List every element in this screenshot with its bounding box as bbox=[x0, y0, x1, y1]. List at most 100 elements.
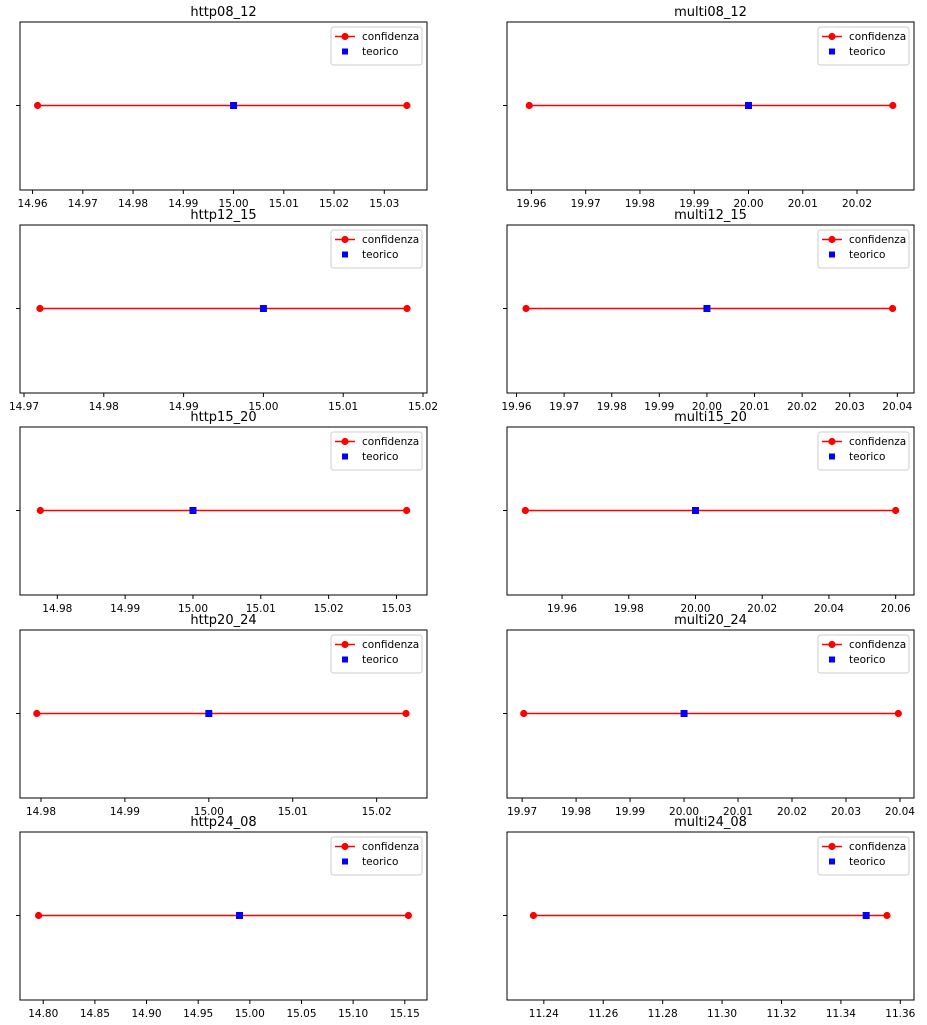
confidence-upper-point bbox=[402, 709, 410, 718]
legend-teorico-marker bbox=[829, 453, 835, 460]
legend: confidenza teorico bbox=[817, 26, 910, 66]
legend-label-confidenza: confidenza bbox=[362, 436, 419, 448]
legend-confidenza-marker bbox=[828, 437, 836, 446]
chart-title: multi12_15 bbox=[674, 208, 747, 223]
confidence-lower-point bbox=[33, 101, 42, 110]
legend: confidenza teorico bbox=[817, 634, 910, 674]
legend-teorico-marker bbox=[342, 48, 348, 55]
legend-label-teorico: teorico bbox=[849, 46, 885, 58]
x-tick-label: 15.01 bbox=[246, 603, 276, 615]
legend: confidenza teorico bbox=[330, 229, 423, 269]
chart-title: http15_20 bbox=[190, 410, 256, 425]
x-tick-label: 20.00 bbox=[669, 806, 699, 818]
confidence-lower-point bbox=[36, 506, 44, 515]
x-tick-label: 19.97 bbox=[507, 806, 537, 818]
legend-label-confidenza: confidenza bbox=[362, 841, 419, 853]
x-tick-label: 19.97 bbox=[549, 401, 579, 413]
legend-label-confidenza: confidenza bbox=[849, 234, 906, 246]
legend-label-teorico: teorico bbox=[849, 654, 885, 666]
legend-label-teorico: teorico bbox=[362, 46, 398, 58]
confidence-lower-point bbox=[529, 911, 538, 920]
x-tick-label: 19.98 bbox=[561, 806, 591, 818]
legend: confidenza teorico bbox=[330, 431, 423, 471]
chart-panel-multi08_12: multi08_12 19.96 19.97 19.98 19.99 20.00 20.01… bbox=[503, 5, 915, 210]
chart-panel-multi20_24: multi20_24 19.97 19.98 19.99 20.00 20.01 20.02… bbox=[503, 613, 915, 818]
chart-title: http24_08 bbox=[190, 815, 256, 830]
legend-teorico-marker bbox=[829, 48, 835, 55]
x-tick-label: 20.02 bbox=[747, 603, 777, 615]
x-tick-label: 14.80 bbox=[28, 1008, 58, 1020]
x-tick-label: 15.15 bbox=[390, 1008, 420, 1020]
legend-teorico-marker bbox=[342, 251, 348, 258]
x-tick-label: 15.00 bbox=[248, 401, 278, 413]
legend-label-confidenza: confidenza bbox=[362, 234, 419, 246]
legend-teorico-marker bbox=[829, 656, 835, 663]
x-tick-label: 15.00 bbox=[194, 806, 224, 818]
x-tick-label: 19.99 bbox=[679, 198, 709, 210]
x-tick-label: 14.99 bbox=[110, 806, 140, 818]
chart-title: http12_15 bbox=[190, 208, 256, 223]
x-tick-label: 11.30 bbox=[707, 1008, 737, 1020]
x-tick-label: 20.00 bbox=[692, 401, 722, 413]
theoretical-point bbox=[259, 305, 267, 312]
x-tick-label: 11.36 bbox=[885, 1008, 915, 1020]
x-tick-label: 20.04 bbox=[885, 806, 915, 818]
confidence-upper-point bbox=[894, 709, 902, 718]
legend-label-teorico: teorico bbox=[362, 249, 398, 261]
legend-label-confidenza: confidenza bbox=[849, 31, 906, 43]
x-tick-label: 15.00 bbox=[235, 1008, 265, 1020]
x-tick-label: 11.28 bbox=[648, 1008, 678, 1020]
confidence-upper-point bbox=[888, 304, 897, 313]
theoretical-point bbox=[230, 102, 238, 109]
x-tick-label: 19.96 bbox=[547, 603, 577, 615]
confidence-lower-point bbox=[33, 709, 41, 718]
x-tick-label: 19.96 bbox=[516, 198, 546, 210]
confidence-upper-point bbox=[403, 304, 411, 313]
x-tick-label: 20.03 bbox=[831, 806, 861, 818]
x-tick-label: 20.03 bbox=[835, 401, 865, 413]
legend-label-teorico: teorico bbox=[362, 856, 398, 868]
chart-panel-http12_15: http12_15 14.97 14.98 14.99 15.00 15.01 15.02 c… bbox=[9, 208, 438, 413]
x-tick-label: 20.00 bbox=[680, 603, 710, 615]
x-tick-label: 14.98 bbox=[118, 198, 148, 210]
x-tick-label: 15.02 bbox=[408, 401, 438, 413]
chart-title: http20_24 bbox=[190, 613, 256, 628]
x-tick-label: 19.98 bbox=[614, 603, 644, 615]
x-tick-label: 15.01 bbox=[328, 401, 358, 413]
x-tick-label: 14.97 bbox=[9, 401, 39, 413]
legend-label-confidenza: confidenza bbox=[849, 639, 906, 651]
x-tick-label: 15.02 bbox=[319, 198, 349, 210]
x-tick-label: 15.00 bbox=[219, 198, 249, 210]
legend-confidenza-marker bbox=[341, 640, 349, 649]
x-tick-label: 11.34 bbox=[826, 1008, 856, 1020]
x-tick-label: 14.97 bbox=[68, 198, 98, 210]
x-tick-label: 11.24 bbox=[529, 1008, 559, 1020]
x-tick-label: 14.96 bbox=[18, 198, 48, 210]
x-tick-label: 19.99 bbox=[644, 401, 674, 413]
legend-label-confidenza: confidenza bbox=[849, 841, 906, 853]
legend-confidenza-marker bbox=[341, 437, 349, 446]
chart-title: multi08_12 bbox=[674, 5, 747, 20]
chart-title: multi24_08 bbox=[674, 815, 747, 830]
x-tick-label: 15.02 bbox=[314, 603, 344, 615]
legend-label-teorico: teorico bbox=[849, 249, 885, 261]
x-tick-label: 14.99 bbox=[110, 603, 140, 615]
chart-panel-http24_08: http24_08 14.80 14.85 14.90 14.95 15.00 15.05 1… bbox=[16, 815, 428, 1020]
legend-label-confidenza: confidenza bbox=[849, 436, 906, 448]
x-tick-label: 20.01 bbox=[788, 198, 818, 210]
legend-label-confidenza: confidenza bbox=[362, 31, 419, 43]
x-tick-label: 14.99 bbox=[168, 198, 198, 210]
legend-confidenza-marker bbox=[828, 640, 836, 649]
x-tick-label: 20.06 bbox=[881, 603, 911, 615]
legend-teorico-marker bbox=[829, 858, 835, 865]
legend-label-confidenza: confidenza bbox=[362, 639, 419, 651]
x-tick-label: 19.97 bbox=[571, 198, 601, 210]
chart-panel-multi12_15: multi12_15 19.96 19.97 19.98 19.99 20.00 20.01… bbox=[501, 208, 915, 413]
x-tick-label: 15.01 bbox=[278, 806, 308, 818]
x-tick-label: 14.98 bbox=[89, 401, 119, 413]
theoretical-point bbox=[691, 507, 699, 514]
legend-teorico-marker bbox=[342, 656, 348, 663]
x-tick-label: 14.98 bbox=[26, 806, 56, 818]
chart-panel-http20_24: http20_24 14.98 14.99 15.00 15.01 15.02 confid… bbox=[16, 613, 428, 818]
